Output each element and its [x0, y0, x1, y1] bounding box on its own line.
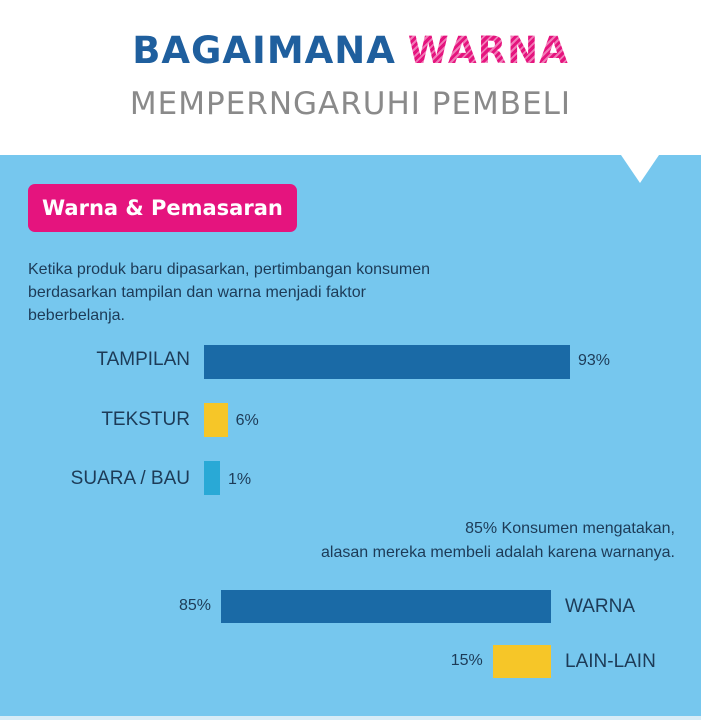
header: BAGAIMANA WARNA MEMPERNGARUHI PEMBELI	[0, 0, 701, 160]
bar-tekstur	[204, 403, 228, 437]
bar-label-tampilan: TAMPILAN	[96, 349, 190, 370]
page-title: BAGAIMANA WARNA	[0, 30, 701, 72]
bar-value-lain-lain: 15%	[450, 652, 483, 669]
page-subtitle: MEMPERNGARUHI PEMBELI	[129, 86, 572, 122]
bar-label-suara-bau: SUARA / BAU	[70, 468, 190, 489]
bottom-strip	[0, 716, 701, 720]
bar-lain-lain	[492, 645, 551, 678]
bar-suara-bau	[204, 461, 220, 495]
note-line-1: 85% Konsumen mengatakan,	[465, 520, 675, 537]
content-panel	[0, 155, 701, 720]
bar-tampilan	[204, 345, 570, 379]
title-part-2: WARNA	[407, 29, 569, 72]
bar-label-lain-lain: LAIN-LAIN	[565, 651, 656, 672]
note-line-2: alasan mereka membeli adalah karena warn…	[321, 544, 675, 561]
speech-notch	[621, 155, 659, 183]
bar-value-tekstur: 6%	[235, 412, 259, 429]
bar-label-warna: WARNA	[565, 596, 636, 617]
chart-note: 85% Konsumen mengatakan, alasan mereka m…	[230, 517, 675, 565]
bar-value-tampilan: 93%	[578, 352, 611, 369]
bar-label-tekstur: TEKSTUR	[101, 409, 190, 430]
title-part-1: BAGAIMANA	[132, 29, 396, 72]
section-badge: Warna & Pemasaran	[28, 184, 297, 232]
bar-value-suara-bau: 1%	[228, 471, 252, 488]
bar-value-warna: 85%	[178, 597, 211, 614]
bar-warna	[221, 590, 551, 623]
section-description: Ketika produk baru dipasarkan, pertimban…	[28, 261, 431, 324]
